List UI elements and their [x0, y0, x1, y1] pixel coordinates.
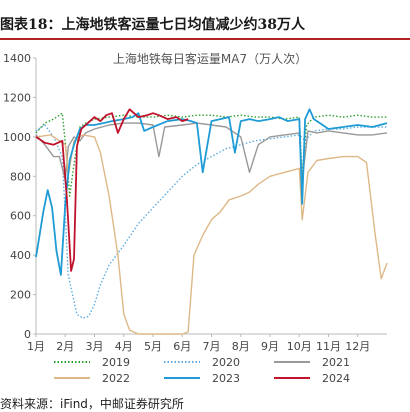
- legend-label-2024: 2024: [322, 372, 350, 385]
- y-tick-label: 1000: [3, 131, 31, 144]
- series-line-2021: [35, 122, 388, 181]
- series-line-2020: [35, 124, 387, 319]
- y-tick-label: 600: [10, 210, 31, 223]
- x-tick-label: 7月: [203, 340, 221, 353]
- x-tick-label: 2月: [56, 340, 74, 353]
- x-tick-label: 4月: [115, 340, 133, 353]
- x-tick-label: 8月: [232, 340, 250, 353]
- x-tick-label: 11月: [316, 340, 341, 353]
- series-layer: [35, 108, 388, 335]
- x-tick-label: 12月: [345, 340, 370, 353]
- x-tick-label: 9月: [261, 340, 279, 353]
- x-tick-label: 5月: [144, 340, 162, 353]
- line-chart: 上海地铁每日客运量MA7（万人次） 0 200 400 600 800 1000 1200 1…: [3, 51, 388, 385]
- x-tick-label: 1月: [27, 340, 45, 353]
- legend-label-2023: 2023: [212, 372, 240, 385]
- chart-legend: 2019 2020 2021 2022 2023 2024: [54, 356, 350, 385]
- legend-label-2022: 2022: [102, 372, 130, 385]
- figure-title: 图表18：上海地铁客运量七日均值减少约38万人: [0, 17, 305, 33]
- figure-header: 图表18：上海地铁客运量七日均值减少约38万人: [0, 0, 410, 40]
- chart-axes: 0 200 400 600 800 1000 1200 1400 1月 2月 3月 4月 5月 6月 7月 8…: [3, 52, 387, 353]
- series-line-2022: [35, 134, 388, 335]
- y-tick-label: 1400: [3, 52, 31, 65]
- y-tick-label: 1200: [3, 91, 31, 104]
- x-tick-label: 3月: [86, 340, 104, 353]
- chart-title: 上海地铁每日客运量MA7（万人次）: [113, 51, 307, 66]
- y-tick-label: 400: [10, 249, 31, 262]
- y-tick-label: 200: [10, 289, 31, 302]
- legend-label-2021: 2021: [322, 356, 350, 369]
- legend-label-2020: 2020: [212, 356, 240, 369]
- y-tick-label: 800: [10, 170, 31, 183]
- y-tick-label: 0: [24, 328, 31, 341]
- x-tick-label: 10月: [287, 340, 312, 353]
- series-line-2024: [35, 108, 189, 272]
- x-tick-label: 6月: [173, 340, 191, 353]
- series-line-2023: [35, 108, 388, 276]
- source-note: 资料来源：iFind，中邮证券研究所: [0, 397, 184, 411]
- figure-footer: 资料来源：iFind，中邮证券研究所: [0, 395, 410, 411]
- title-rule: [0, 38, 410, 40]
- legend-label-2019: 2019: [102, 356, 130, 369]
